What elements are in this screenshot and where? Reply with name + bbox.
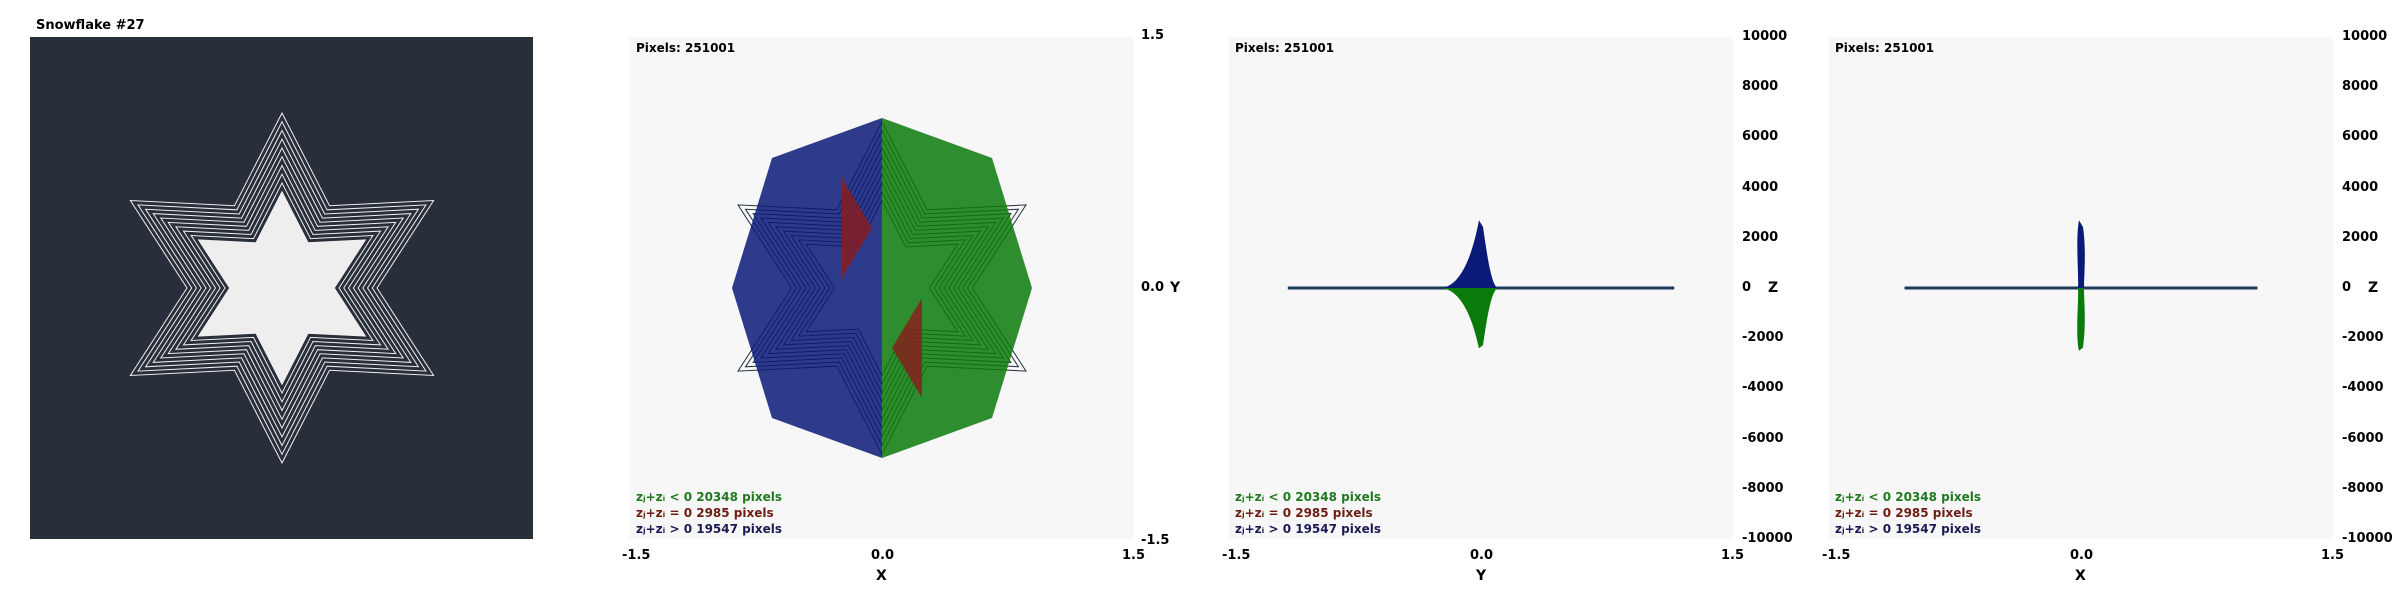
z-tick-label: 0 [2342,280,2352,295]
z-axis-label: Z [1768,280,1779,296]
x-tick-left: -1.5 [1822,548,1851,563]
flake-contour [190,181,374,395]
flake-core [198,191,366,385]
y-tick-top: 1.5 [1141,28,1165,43]
chart-title: Snowflake #27 [36,18,145,33]
x-axis-label: X [2075,568,2086,584]
negative-peak [1442,288,1498,349]
snowflake-image-panel [30,37,533,539]
z-tick-label: -4000 [2342,380,2384,396]
pixels-label: Pixels: 251001 [1835,41,1935,55]
legend: zⱼ+zᵢ < 0 20348 pixels zⱼ+zᵢ = 0 2985 pi… [1235,489,1381,537]
x-tick-left: -1.5 [622,548,651,563]
z-tick-label: -8000 [2342,480,2384,496]
z-tick-label: -4000 [1742,380,1784,396]
flake-contour [174,164,390,412]
xz-plot [1904,220,2258,351]
xy-plot-panel: Pixels: 251001 zⱼ+zᵢ < 0 20348 pixels zⱼ… [630,37,1134,539]
y-axis-label: Y [1170,280,1181,296]
z-tick-label: 6000 [1742,129,1779,145]
x-tick-right: 1.5 [1122,548,1146,563]
legend-neg: zⱼ+zᵢ < 0 20348 pixels [636,490,782,504]
legend-pos: zⱼ+zᵢ > 0 19547 pixels [1835,522,1981,536]
z-tick-label: 2000 [1742,229,1779,245]
x-tick-mid: 0.0 [2070,548,2094,563]
x-tick-right: 1.5 [2321,548,2345,563]
z-tick-label: 4000 [2342,179,2379,195]
flake-contour [137,120,427,456]
legend-zero: zⱼ+zᵢ = 0 2985 pixels [1235,506,1373,520]
legend-neg: zⱼ+zᵢ < 0 20348 pixels [1235,490,1381,504]
z-tick-label: 4000 [1742,179,1779,195]
z-tick-label: 2000 [2342,229,2379,245]
x-axis-label: X [876,568,887,584]
flake-contour [129,111,435,465]
xy-negative-region [882,118,1032,458]
flake-contour [167,155,397,421]
pixels-label: Pixels: 251001 [1235,41,1335,55]
z-axis-label: Z [2368,280,2379,296]
z-tick-label: 0 [1742,280,1752,295]
x-axis-label: Y [1476,568,1487,584]
legend-pos: zⱼ+zᵢ > 0 19547 pixels [636,522,782,536]
flake-contour [152,138,412,438]
z-tick-label: 10000 [2342,29,2388,44]
yz-plot-panel: Pixels: 251001 zⱼ+zᵢ < 0 20348 pixels zⱼ… [1229,37,1733,539]
z-tick-label: 6000 [2342,129,2379,145]
positive-peak [2077,220,2085,288]
legend-pos: zⱼ+zᵢ > 0 19547 pixels [1235,522,1381,536]
z-tick-label: -6000 [2342,430,2384,446]
legend-zero: zⱼ+zᵢ = 0 2985 pixels [1835,506,1973,520]
z-tick-label: -6000 [1742,430,1784,446]
z-tick-label: 8000 [1742,79,1779,95]
y-tick-mid: 0.0 [1141,280,1165,295]
z-tick-label: -2000 [1742,330,1784,346]
z-tick-label: -10000 [1742,531,1793,546]
legend-neg: zⱼ+zᵢ < 0 20348 pixels [1835,490,1981,504]
x-tick-mid: 0.0 [1470,548,1494,563]
pixels-label: Pixels: 251001 [636,41,736,55]
z-tick-label: 8000 [2342,79,2379,95]
snowflake-image [129,111,435,465]
flake-contour [144,129,420,447]
xz-plot-panel: Pixels: 251001 zⱼ+zᵢ < 0 20348 pixels zⱼ… [1829,37,2333,539]
z-tick-label: 10000 [1742,29,1788,44]
flake-contour [182,173,382,403]
negative-peak [2077,288,2085,351]
flake-contour [159,146,405,430]
xy-zero-region [842,178,922,398]
legend: zⱼ+zᵢ < 0 20348 pixels zⱼ+zᵢ = 0 2985 pi… [636,489,782,537]
z-tick-label: -10000 [2342,531,2393,546]
yz-plot [1287,220,1675,349]
legend: zⱼ+zᵢ < 0 20348 pixels zⱼ+zᵢ = 0 2985 pi… [1835,489,1981,537]
x-tick-left: -1.5 [1222,548,1251,563]
positive-peak [1442,220,1498,288]
z-tick-label: -8000 [1742,480,1784,496]
x-tick-right: 1.5 [1721,548,1745,563]
y-tick-bottom: -1.5 [1141,533,1170,548]
xy-plot [732,118,1032,458]
xy-positive-region [732,118,882,458]
z-tick-label: -2000 [2342,330,2384,346]
x-tick-mid: 0.0 [871,548,895,563]
legend-zero: zⱼ+zᵢ = 0 2985 pixels [636,506,774,520]
